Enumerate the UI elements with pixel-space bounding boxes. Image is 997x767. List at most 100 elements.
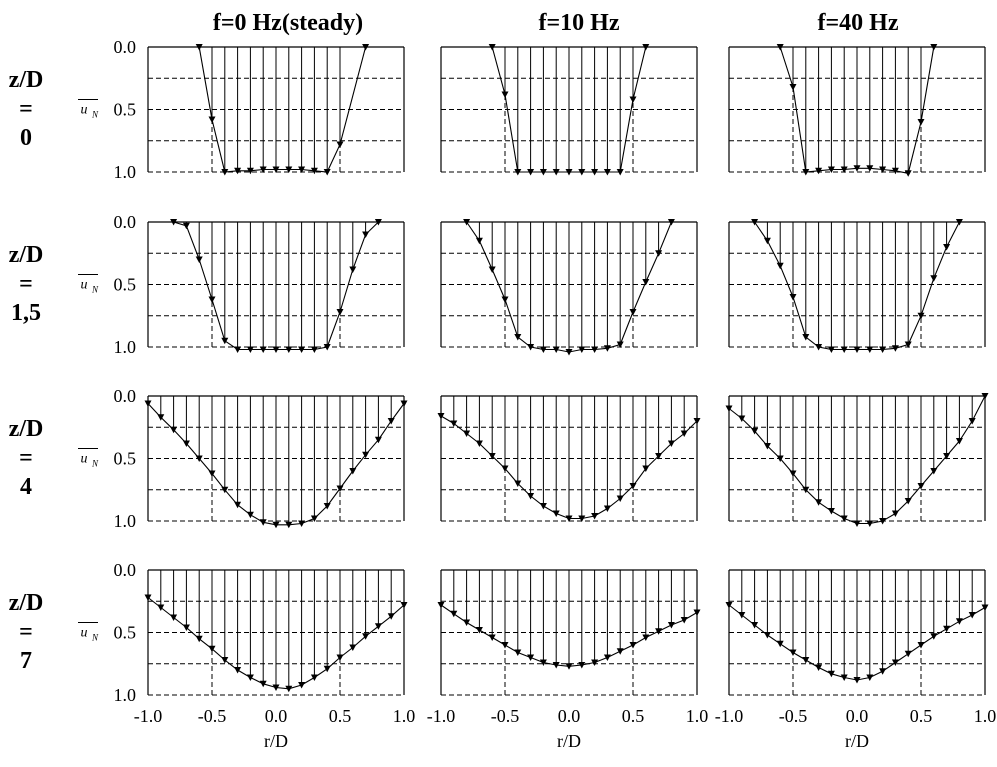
data-point <box>738 415 746 422</box>
column-title: f=10 Hz <box>539 10 620 36</box>
data-point <box>298 346 306 353</box>
data-point <box>815 664 823 671</box>
data-point <box>827 346 835 353</box>
data-point <box>904 341 912 348</box>
data-point <box>527 654 535 661</box>
panel <box>144 569 408 696</box>
panel <box>437 395 701 522</box>
data-point <box>879 668 887 675</box>
data-point <box>170 614 178 621</box>
data-point <box>514 169 522 176</box>
data-point <box>968 418 976 425</box>
data-point <box>891 659 899 666</box>
data-point <box>955 438 963 445</box>
row-label-line: z/D <box>9 242 44 268</box>
data-point <box>234 346 242 353</box>
x-tick-label: 0.5 <box>329 706 352 726</box>
data-point <box>336 485 344 492</box>
data-point <box>514 649 522 656</box>
x-axis-label: r/D <box>845 731 869 751</box>
data-point <box>891 167 899 175</box>
data-point <box>195 635 203 643</box>
data-point <box>349 644 357 651</box>
x-axis-label: r/D <box>557 731 581 751</box>
data-point <box>565 663 573 670</box>
data-point <box>552 510 560 517</box>
data-point <box>667 622 675 629</box>
data-point <box>603 169 611 176</box>
data-point <box>246 511 254 519</box>
data-point <box>246 346 254 353</box>
data-point <box>603 345 611 352</box>
data-point <box>374 623 382 630</box>
data-point <box>815 167 823 175</box>
data-point <box>565 515 573 522</box>
data-point <box>488 266 496 273</box>
row-label-line: = <box>19 445 33 471</box>
data-point <box>221 657 229 664</box>
data-point <box>362 633 370 640</box>
data-point <box>310 515 318 522</box>
y-tick-label: 1.0 <box>114 162 137 182</box>
data-point <box>642 634 650 641</box>
data-point <box>943 244 951 251</box>
data-point <box>514 480 522 487</box>
y-axis-label-subscript: N <box>91 110 99 120</box>
data-point <box>272 346 280 353</box>
data-point <box>917 119 925 126</box>
data-point <box>751 428 759 435</box>
data-point <box>917 483 925 490</box>
row-label-line: 4 <box>20 474 32 500</box>
y-tick-label: 1.0 <box>114 511 137 531</box>
row-label-line: z/D <box>9 67 44 93</box>
data-point <box>930 275 938 282</box>
data-point <box>879 518 887 525</box>
data-point <box>527 169 535 176</box>
data-point <box>387 613 395 620</box>
data-point <box>655 453 663 460</box>
data-point <box>603 505 611 512</box>
data-point <box>866 346 874 353</box>
data-point <box>930 633 938 640</box>
panel <box>437 569 701 696</box>
data-point <box>463 430 471 437</box>
data-point <box>501 642 509 649</box>
data-point <box>853 677 861 684</box>
x-tick-label: -1.0 <box>715 706 744 726</box>
data-point <box>182 222 190 230</box>
panel <box>144 395 408 529</box>
data-point <box>157 604 165 611</box>
data-point <box>642 279 650 286</box>
data-point <box>349 266 357 273</box>
data-point <box>680 617 688 624</box>
data-point <box>514 334 522 341</box>
data-point <box>943 453 951 460</box>
data-point <box>527 493 535 500</box>
panel <box>440 219 698 356</box>
data-point <box>552 662 560 669</box>
panel <box>725 393 989 527</box>
panel <box>440 44 698 176</box>
data-point <box>539 346 547 353</box>
data-point <box>776 262 784 270</box>
data-point <box>629 483 637 490</box>
data-point <box>616 648 624 655</box>
data-point <box>591 346 599 353</box>
data-point <box>539 503 547 510</box>
data-point <box>362 231 370 238</box>
data-point <box>272 521 280 529</box>
data-point <box>475 440 483 447</box>
row-labels: z/D = 0 z/D = 1,5 z/D = 4 z/D = 7 <box>9 67 44 674</box>
data-point <box>840 346 848 353</box>
data-point <box>234 501 242 509</box>
panel <box>728 219 986 353</box>
data-point <box>802 486 810 494</box>
data-point <box>298 520 306 527</box>
data-point <box>323 169 331 176</box>
data-point <box>802 657 810 664</box>
y-tick-label: 1.0 <box>114 685 137 705</box>
data-point <box>259 166 267 173</box>
data-point <box>234 167 242 175</box>
data-point <box>475 237 483 245</box>
